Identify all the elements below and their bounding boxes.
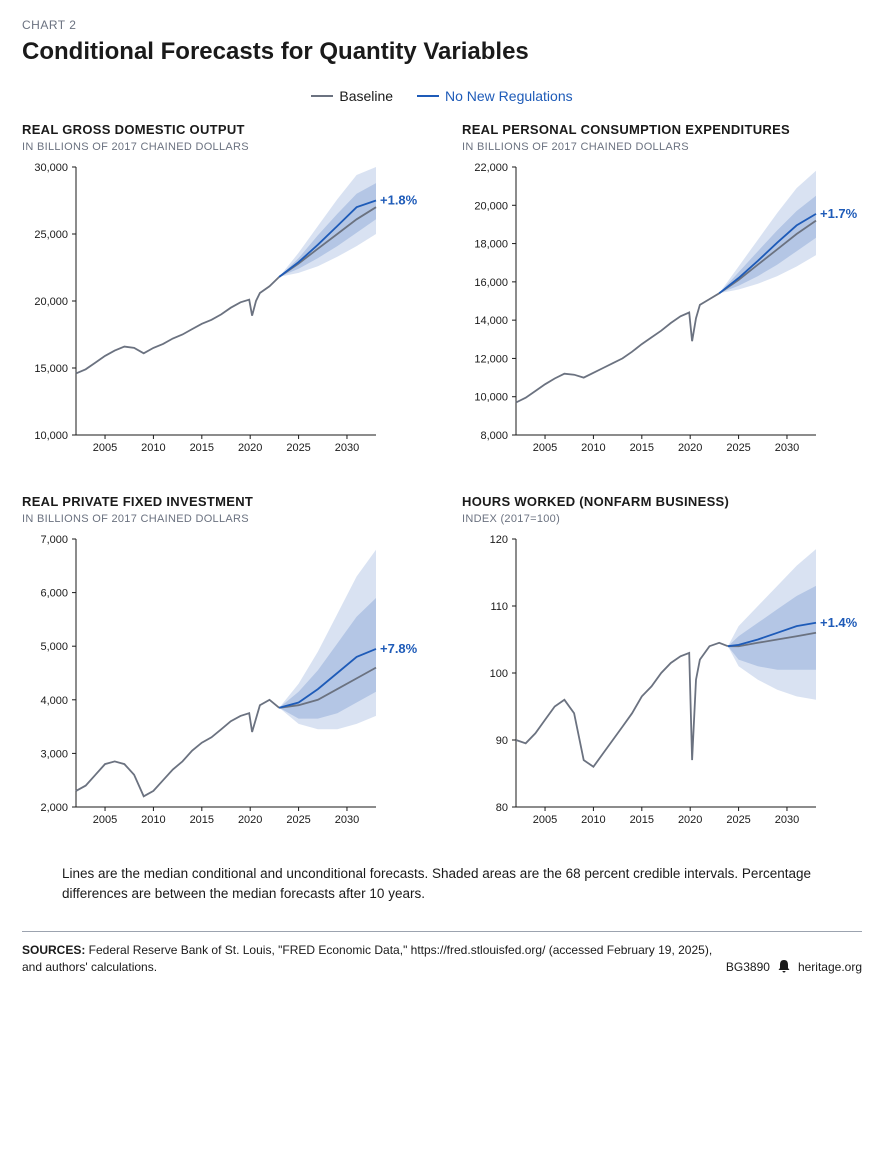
callout-label: +1.7% — [820, 206, 858, 221]
y-tick-label: 20,000 — [474, 200, 508, 212]
panel-pce: REAL PERSONAL CONSUMPTION EXPENDITURES I… — [462, 122, 862, 464]
x-tick-label: 2025 — [286, 442, 310, 454]
y-tick-label: 3,000 — [40, 748, 68, 760]
legend-baseline: Baseline — [311, 88, 393, 104]
bell-icon — [778, 959, 790, 976]
panel-subtitle: INDEX (2017=100) — [462, 513, 862, 525]
x-tick-label: 2020 — [678, 442, 702, 454]
footer-code: BG3890 — [726, 960, 770, 974]
x-tick-label: 2025 — [726, 814, 750, 826]
y-tick-label: 16,000 — [474, 277, 508, 289]
y-tick-label: 110 — [490, 601, 508, 613]
y-tick-label: 80 — [496, 802, 508, 814]
x-tick-label: 2005 — [533, 442, 557, 454]
chart-number-label: CHART 2 — [22, 18, 862, 32]
x-tick-label: 2030 — [775, 442, 799, 454]
y-tick-label: 4,000 — [40, 695, 68, 707]
y-tick-label: 5,000 — [40, 641, 68, 653]
footer-right: BG3890 heritage.org — [726, 959, 862, 976]
historical-line — [76, 700, 279, 797]
callout-label: +1.4% — [820, 615, 858, 630]
historical-line — [76, 277, 279, 374]
panel-svg-pce: 8,000 10,000 12,000 14,000 16,000 18,000 20,00… — [462, 159, 862, 459]
y-tick-label: 7,000 — [40, 534, 68, 546]
panel-title: HOURS WORKED (NONFARM BUSINESS) — [462, 494, 862, 509]
x-tick-label: 2015 — [190, 814, 214, 826]
y-tick-label: 10,000 — [34, 430, 68, 442]
x-tick-label: 2005 — [93, 814, 117, 826]
legend-no-new-label: No New Regulations — [445, 88, 573, 104]
y-tick-label: 30,000 — [34, 162, 68, 174]
y-tick-label: 22,000 — [474, 162, 508, 174]
footer-site: heritage.org — [798, 960, 862, 974]
x-tick-label: 2010 — [141, 442, 165, 454]
sources-label: SOURCES: — [22, 943, 85, 957]
panel-subtitle: IN BILLIONS OF 2017 CHAINED DOLLARS — [22, 513, 422, 525]
historical-line — [516, 643, 728, 767]
legend-no-new-swatch — [417, 95, 439, 97]
panel-gdp: REAL GROSS DOMESTIC OUTPUT IN BILLIONS O… — [22, 122, 422, 464]
y-tick-label: 18,000 — [474, 239, 508, 251]
y-tick-label: 14,000 — [474, 315, 508, 327]
x-tick-label: 2025 — [726, 442, 750, 454]
x-tick-label: 2015 — [190, 442, 214, 454]
sources-text: Federal Reserve Bank of St. Louis, "FRED… — [22, 943, 712, 974]
panel-title: REAL PRIVATE FIXED INVESTMENT — [22, 494, 422, 509]
y-tick-label: 25,000 — [34, 229, 68, 241]
y-tick-label: 120 — [490, 534, 508, 546]
x-tick-label: 2030 — [775, 814, 799, 826]
y-tick-label: 100 — [490, 668, 508, 680]
x-tick-label: 2030 — [335, 814, 359, 826]
main-title: Conditional Forecasts for Quantity Varia… — [22, 38, 862, 66]
x-tick-label: 2010 — [581, 814, 605, 826]
x-tick-label: 2030 — [335, 442, 359, 454]
legend: Baseline No New Regulations — [22, 84, 862, 104]
panel-subtitle: IN BILLIONS OF 2017 CHAINED DOLLARS — [462, 141, 862, 153]
y-tick-label: 10,000 — [474, 392, 508, 404]
x-tick-label: 2010 — [581, 442, 605, 454]
x-tick-label: 2015 — [630, 814, 654, 826]
x-tick-label: 2020 — [678, 814, 702, 826]
legend-baseline-swatch — [311, 95, 333, 97]
y-tick-label: 90 — [496, 735, 508, 747]
chart-note: Lines are the median conditional and unc… — [62, 864, 822, 903]
y-tick-label: 2,000 — [40, 802, 68, 814]
panel-grid: REAL GROSS DOMESTIC OUTPUT IN BILLIONS O… — [22, 122, 862, 836]
panel-svg-gdp: 10,000 15,000 20,000 25,000 30,000 2005 2010 20… — [22, 159, 422, 459]
callout-label: +1.8% — [380, 193, 418, 208]
historical-line — [516, 293, 719, 402]
panel-hours: HOURS WORKED (NONFARM BUSINESS) INDEX (2… — [462, 494, 862, 836]
x-tick-label: 2005 — [533, 814, 557, 826]
x-tick-label: 2005 — [93, 442, 117, 454]
panel-inv: REAL PRIVATE FIXED INVESTMENT IN BILLION… — [22, 494, 422, 836]
panel-svg-hours: 80 90 100 110 120 2005 2010 2015 2020 2025 2030 +1.… — [462, 531, 862, 831]
callout-label: +7.8% — [380, 641, 418, 656]
y-tick-label: 20,000 — [34, 296, 68, 308]
legend-no-new: No New Regulations — [417, 88, 573, 104]
x-tick-label: 2025 — [286, 814, 310, 826]
y-tick-label: 12,000 — [474, 353, 508, 365]
x-tick-label: 2020 — [238, 814, 262, 826]
y-tick-label: 15,000 — [34, 363, 68, 375]
x-tick-label: 2010 — [141, 814, 165, 826]
panel-title: REAL PERSONAL CONSUMPTION EXPENDITURES — [462, 122, 862, 137]
panel-subtitle: IN BILLIONS OF 2017 CHAINED DOLLARS — [22, 141, 422, 153]
sources: SOURCES: Federal Reserve Bank of St. Lou… — [22, 942, 726, 976]
y-tick-label: 6,000 — [40, 588, 68, 600]
y-tick-label: 8,000 — [480, 430, 508, 442]
x-tick-label: 2015 — [630, 442, 654, 454]
panel-title: REAL GROSS DOMESTIC OUTPUT — [22, 122, 422, 137]
panel-svg-inv: 2,000 3,000 4,000 5,000 6,000 7,000 2005 2010 20… — [22, 531, 422, 831]
legend-baseline-label: Baseline — [339, 88, 393, 104]
x-tick-label: 2020 — [238, 442, 262, 454]
footer: SOURCES: Federal Reserve Bank of St. Lou… — [22, 931, 862, 976]
